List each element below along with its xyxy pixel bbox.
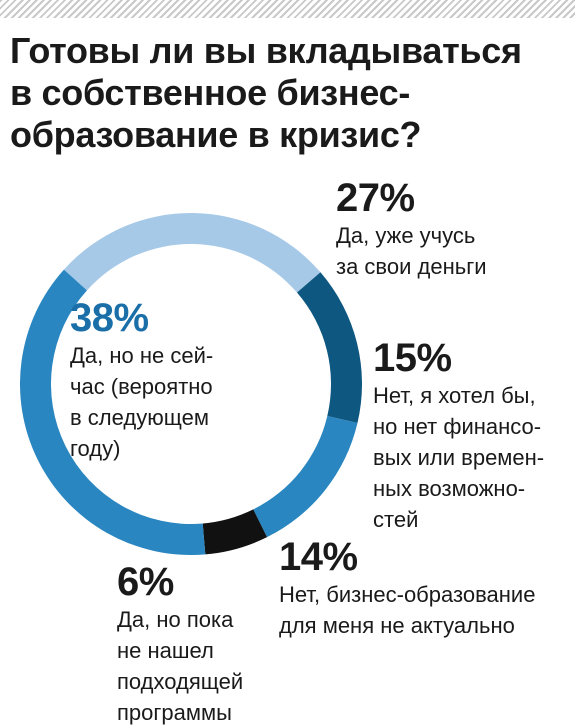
slice-label-6: 6% Да, но пока не нашел подходящей прогр… bbox=[117, 560, 243, 728]
desc-line: в следующем bbox=[70, 405, 209, 430]
desc-line: Нет, я хотел бы, bbox=[373, 383, 536, 408]
slice-description-38: Да, но не сей- час (вероятно в следующем… bbox=[70, 340, 213, 464]
desc-line: не нашел bbox=[117, 638, 214, 663]
slice-description-14: Нет, бизнес-образование для меня не акту… bbox=[279, 579, 535, 641]
desc-line: Да, но пока bbox=[117, 607, 234, 632]
desc-line: за свои деньги bbox=[336, 254, 487, 279]
donut-slice-38pct bbox=[20, 269, 206, 555]
donut-slice-14pct bbox=[253, 415, 358, 538]
donut-slice-15pct bbox=[296, 272, 362, 424]
slice-description-6: Да, но пока не нашел подходящей программ… bbox=[117, 604, 243, 728]
desc-line: Да, уже учусь bbox=[336, 223, 476, 248]
desc-line: году) bbox=[70, 436, 121, 461]
title-line-1: Готовы ли вы вкладываться bbox=[10, 30, 522, 71]
slice-description-15: Нет, я хотел бы, но нет финансо- вых или… bbox=[373, 380, 544, 535]
slice-label-14: 14% Нет, бизнес-образование для меня не … bbox=[279, 535, 535, 641]
desc-line: ных возможно- bbox=[373, 476, 526, 501]
desc-line: стей bbox=[373, 507, 419, 532]
slice-label-38: 38% Да, но не сей- час (вероятно в следу… bbox=[70, 296, 213, 464]
slice-percent-6: 6% bbox=[117, 560, 174, 604]
slice-description-27: Да, уже учусь за свои деньги bbox=[336, 220, 487, 282]
desc-line: программы bbox=[117, 700, 232, 725]
title-line-2: в собственное бизнес- bbox=[10, 72, 411, 113]
slice-percent-15: 15% bbox=[373, 336, 452, 380]
title-line-3: образование в кризис? bbox=[10, 114, 422, 155]
slice-percent-14: 14% bbox=[279, 535, 358, 579]
desc-line: Нет, бизнес-образование bbox=[279, 582, 536, 607]
slice-percent-27: 27% bbox=[336, 176, 415, 220]
slice-label-27: 27% Да, уже учусь за свои деньги bbox=[336, 176, 487, 282]
desc-line: для меня не актуально bbox=[279, 613, 515, 638]
desc-line: час (вероятно bbox=[70, 374, 213, 399]
decorative-hatched-bar bbox=[0, 0, 575, 18]
desc-line: подходящей bbox=[117, 669, 244, 694]
desc-line: Да, но не сей- bbox=[70, 343, 214, 368]
donut-slice-27pct bbox=[63, 212, 321, 293]
chart-title: Готовы ли вы вкладываться в собственное … bbox=[10, 30, 565, 156]
slice-percent-38: 38% bbox=[70, 296, 149, 340]
desc-line: но нет финансо- bbox=[373, 414, 542, 439]
donut-slice-6pct bbox=[202, 509, 268, 555]
desc-line: вых или времен- bbox=[373, 445, 545, 470]
slice-label-15: 15% Нет, я хотел бы, но нет финансо- вых… bbox=[373, 336, 544, 535]
